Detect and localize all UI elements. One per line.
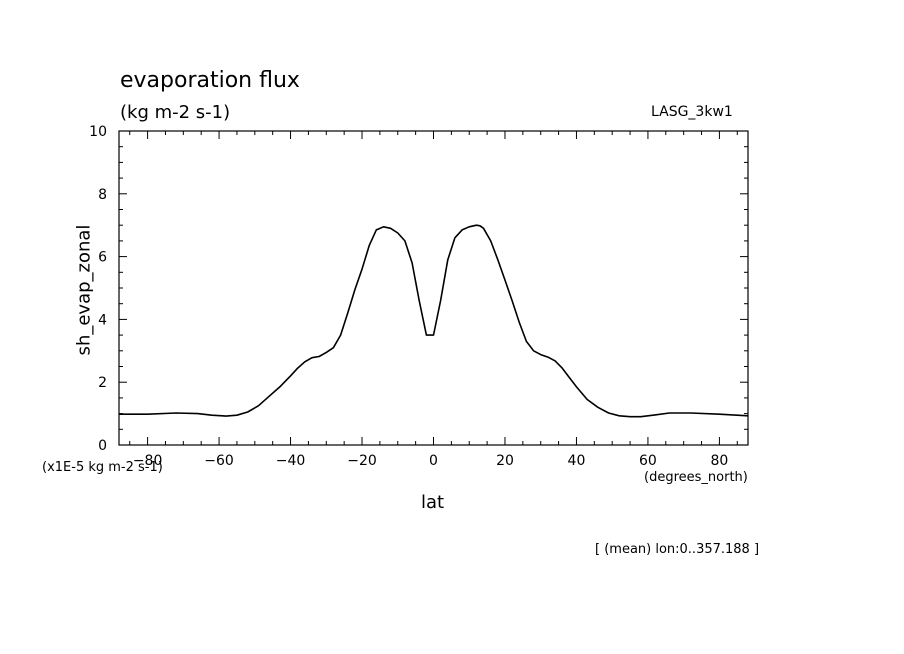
series-group — [119, 224, 749, 418]
x-tick-label: −60 — [204, 453, 234, 469]
axes-group — [118, 130, 749, 446]
y-tick-label: 10 — [89, 124, 107, 140]
tick-labels-group: −80 −60 −40 −20 0 20 40 60 80 0 2 4 6 8 10 — [89, 124, 728, 469]
y-tick-label: 0 — [98, 438, 107, 454]
y-tick-label: 8 — [98, 187, 107, 203]
x-tick-label: −80 — [133, 453, 163, 469]
x-tick-label: 60 — [639, 453, 657, 469]
chart-title: evaporation flux — [120, 68, 300, 93]
run-label: LASG_3kw1 — [651, 104, 733, 120]
x-axis-label: lat — [421, 492, 445, 513]
x-tick-label: −20 — [347, 453, 377, 469]
x-axis-units: (degrees_north) — [644, 470, 748, 485]
y-scale-note: (x1E-5 kg m-2 s-1) — [42, 460, 163, 475]
y-tick-label: 6 — [98, 250, 107, 266]
y-tick-label: 4 — [98, 312, 107, 328]
plot-frame — [118, 130, 749, 446]
x-tick-label: 20 — [496, 453, 514, 469]
y-tick-label: 2 — [98, 375, 107, 391]
series-line — [119, 224, 749, 418]
x-tick-label: 40 — [568, 453, 586, 469]
chart-subtitle: (kg m-2 s-1) — [120, 102, 231, 123]
mean-note: [ (mean) lon:0..357.188 ] — [595, 542, 760, 557]
ticks-group — [119, 130, 748, 446]
x-tick-label: 80 — [710, 453, 728, 469]
x-tick-label: 0 — [429, 453, 438, 469]
x-tick-label: −40 — [276, 453, 306, 469]
